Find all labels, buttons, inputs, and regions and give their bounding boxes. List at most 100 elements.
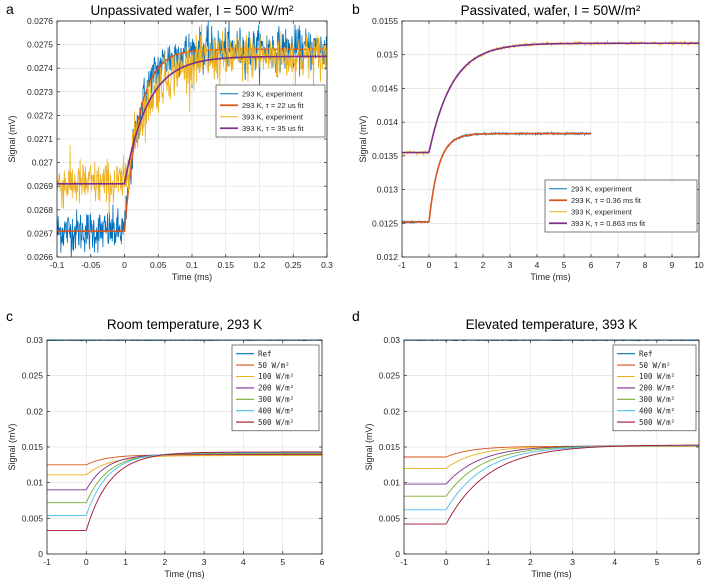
x-tick-label: 2 <box>481 260 486 270</box>
x-tick-label: 3 <box>508 260 513 270</box>
legend-label: 500 W/m² <box>639 418 675 427</box>
y-tick-label: 0.0276 <box>27 16 53 26</box>
x-tick-label: -0.1 <box>50 260 65 270</box>
legend-label: 100 W/m² <box>639 372 675 381</box>
series-line-3 <box>402 42 699 154</box>
legend: Ref 50 W/m² 100 W/m² 200 W/m² 300 W/m² 400 W/… <box>612 344 697 432</box>
legend-label: 100 W/m² <box>258 372 294 381</box>
y-tick-label: 0.02 <box>26 406 43 416</box>
legend: Ref 50 W/m² 100 W/m² 200 W/m² 300 W/m² 400 W/… <box>231 344 320 432</box>
legend-label: 500 W/m² <box>258 418 294 427</box>
legend-label: 393 K, τ = 0.863 ms fit <box>571 219 646 228</box>
y-tick-label: 0.0275 <box>27 40 53 50</box>
x-tick-label: 2 <box>528 557 533 567</box>
x-tick-label: 0 <box>444 557 449 567</box>
y-tick-label: 0.0266 <box>27 252 53 262</box>
y-tick-label: 0.015 <box>379 442 401 452</box>
x-tick-label: 0.2 <box>254 260 266 270</box>
legend-label: 393 K, experiment <box>242 112 304 121</box>
legend-label: 293 K, τ = 0.36 ms fit <box>571 196 642 205</box>
legend-label: 293 K, τ = 22 us fit <box>242 101 304 110</box>
x-axis-label: Time (ms) <box>164 569 204 579</box>
legend-label: 300 W/m² <box>639 395 675 404</box>
legend-label: 400 W/m² <box>258 406 294 415</box>
y-tick-label: 0.0145 <box>372 83 398 93</box>
y-tick-label: 0.03 <box>26 335 43 345</box>
x-tick-label: 0 <box>84 557 89 567</box>
legend-label: 300 W/m² <box>258 395 294 404</box>
x-tick-label: -0.05 <box>81 260 101 270</box>
x-tick-label: 0.25 <box>285 260 302 270</box>
chart-title: Unpassivated wafer, I = 500 W/m² <box>91 3 294 18</box>
y-tick-label: 0 <box>38 549 43 559</box>
x-tick-label: 5 <box>654 557 659 567</box>
y-tick-label: 0.012 <box>377 252 399 262</box>
y-tick-label: 0.0125 <box>372 218 398 228</box>
y-tick-label: 0.0268 <box>27 205 53 215</box>
panel-letter: a <box>6 1 14 17</box>
legend-label: 400 W/m² <box>639 406 675 415</box>
series-group <box>402 39 699 225</box>
x-tick-label: -1 <box>400 557 408 567</box>
x-tick-label: 3 <box>202 557 207 567</box>
legend-label: 293 K, experiment <box>242 89 304 98</box>
legend-label: 393 K, τ = 35 us fit <box>242 124 304 133</box>
y-tick-label: 0.01 <box>383 478 400 488</box>
chart-a: -0.1 -0.05 0 0.05 0.1 0.15 0.2 0.25 0.3 0.0266 0.0… <box>6 1 333 282</box>
y-tick-label: 0.0155 <box>372 16 398 26</box>
panel-letter: c <box>6 308 13 324</box>
series-line-1 <box>47 454 322 466</box>
series-line-2 <box>57 24 327 216</box>
legend-box <box>544 179 698 233</box>
chart-c: -1 0 1 2 3 4 5 600.0050.010.0150.020.0250.03Tim… <box>6 308 325 579</box>
ticks <box>46 339 323 555</box>
x-tick-label: 0.15 <box>217 260 234 270</box>
y-tick-label: 0 <box>395 549 400 559</box>
x-tick-label: 0.05 <box>150 260 167 270</box>
x-tick-label: 2 <box>162 557 167 567</box>
panel-letter: d <box>352 308 360 324</box>
legend-label: 393 K, experiment <box>571 207 633 216</box>
axes-box <box>401 20 700 258</box>
x-axis-label: Time (ms) <box>172 272 212 282</box>
y-tick-label: 0.03 <box>383 335 400 345</box>
series-line-4 <box>47 452 322 504</box>
x-tick-label: -1 <box>398 260 406 270</box>
y-tick-label: 0.0267 <box>27 228 53 238</box>
y-tick-label: 0.014 <box>377 117 399 127</box>
x-tick-label: 1 <box>486 557 491 567</box>
legend-label: 50 W/m² <box>639 361 671 370</box>
chart-title: Passivated, wafer, I = 50W/m² <box>461 3 641 18</box>
x-tick-label: 5 <box>562 260 567 270</box>
x-tick-label: 6 <box>589 260 594 270</box>
y-tick-label: 0.015 <box>377 50 399 60</box>
y-tick-label: 0.01 <box>26 478 43 488</box>
x-tick-label: 0.3 <box>321 260 333 270</box>
x-tick-label: 4 <box>612 557 617 567</box>
y-tick-label: 0.0274 <box>27 63 53 73</box>
y-tick-label: 0.0269 <box>27 181 53 191</box>
y-tick-label: 0.025 <box>22 371 44 381</box>
series-line-2 <box>47 455 322 476</box>
series-line-6 <box>404 444 699 525</box>
ticks <box>403 339 700 555</box>
panel-letter: b <box>352 1 360 17</box>
legend: 293 K, experiment 293 K, τ = 0.36 ms fit 3… <box>544 179 698 233</box>
series-line-3 <box>57 55 327 185</box>
series-group <box>47 340 322 531</box>
x-tick-label: 5 <box>280 557 285 567</box>
x-tick-label: 0.1 <box>186 260 198 270</box>
x-tick-label: 6 <box>697 557 702 567</box>
y-axis-label: Signal (mV) <box>364 423 374 470</box>
legend: 293 K, experiment 293 K, τ = 22 us fit 393… <box>215 84 326 138</box>
y-tick-label: 0.02 <box>383 406 400 416</box>
legend-box <box>612 344 697 432</box>
y-tick-label: 0.005 <box>379 513 401 523</box>
legend-label: Ref <box>639 349 653 358</box>
series-group <box>404 340 699 525</box>
x-tick-label: 9 <box>670 260 675 270</box>
legend-label: 200 W/m² <box>258 384 294 393</box>
x-tick-label: 7 <box>616 260 621 270</box>
y-tick-label: 0.0135 <box>372 151 398 161</box>
